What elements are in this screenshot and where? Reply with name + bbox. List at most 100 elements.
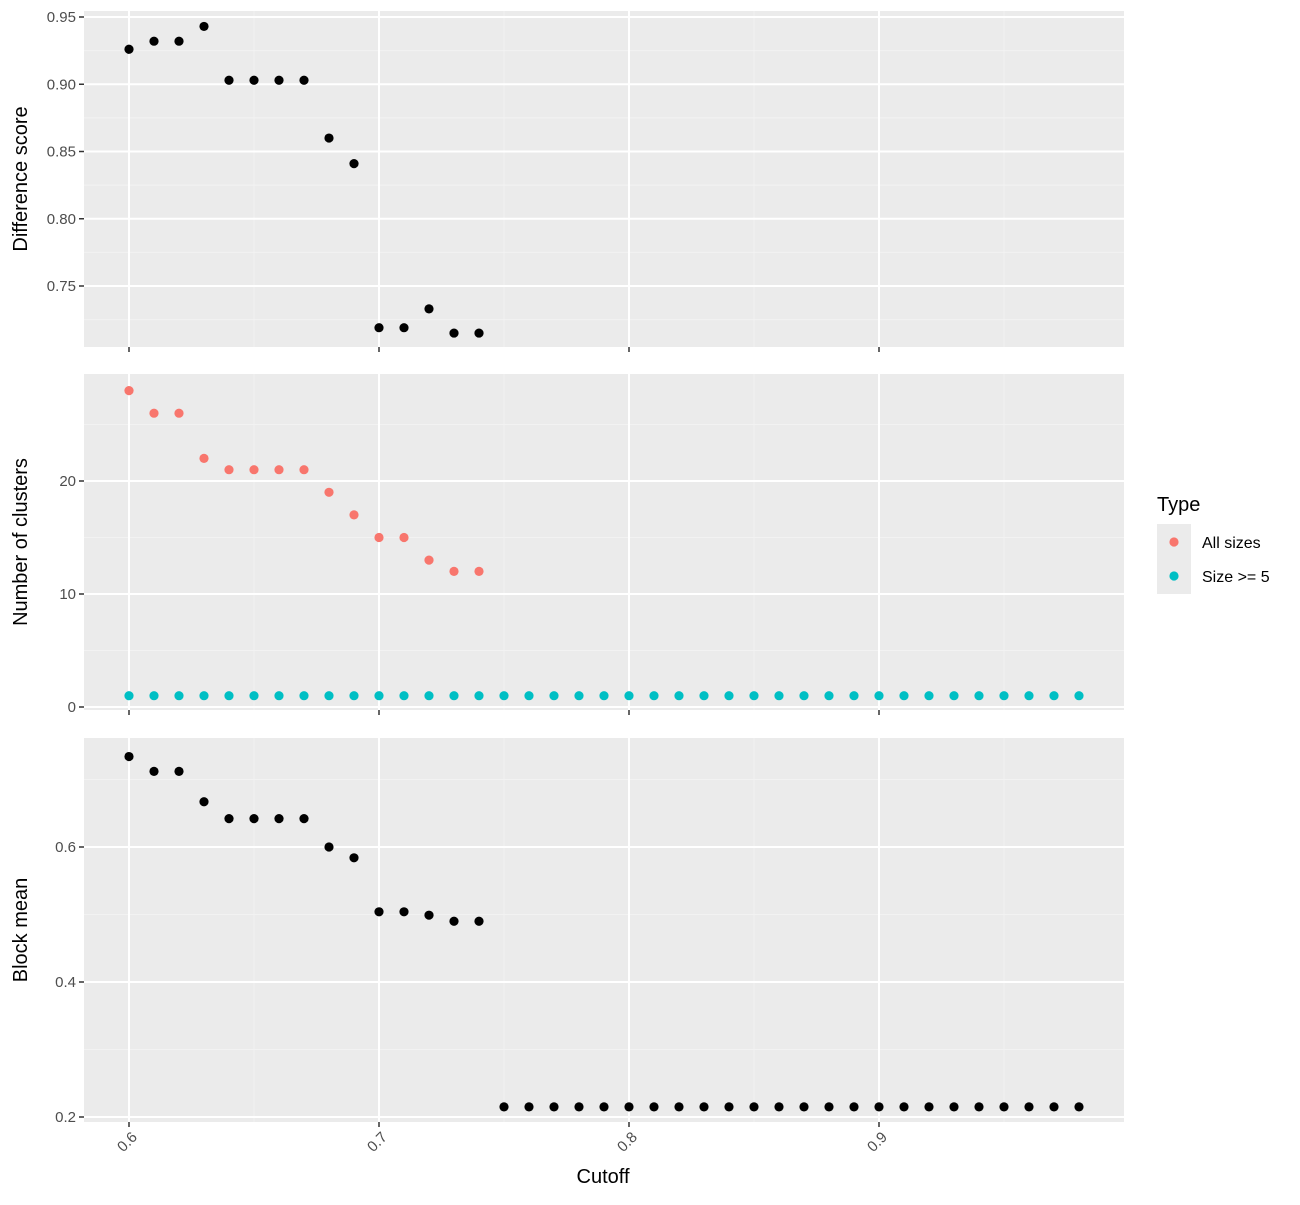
data-point — [499, 1102, 509, 1112]
data-point — [449, 691, 459, 701]
data-point — [274, 814, 284, 824]
data-point — [399, 323, 409, 333]
x-tick-label: 0.7 — [364, 1129, 391, 1156]
data-point — [699, 691, 709, 701]
data-point — [349, 510, 359, 520]
x-axis-title: Cutoff — [577, 1166, 630, 1188]
panel-background — [84, 738, 1124, 1122]
data-point — [899, 691, 909, 701]
data-point — [1024, 1102, 1034, 1112]
data-point — [749, 691, 759, 701]
data-point — [149, 408, 159, 418]
data-point — [349, 691, 359, 701]
data-point — [424, 555, 434, 565]
data-point — [349, 159, 359, 169]
data-point — [674, 1102, 684, 1112]
data-point — [374, 532, 384, 543]
data-point — [724, 1102, 734, 1112]
data-point — [149, 691, 159, 701]
data-point — [374, 323, 384, 333]
data-point — [424, 691, 434, 701]
x-tick-label: 0.9 — [864, 1129, 891, 1156]
data-point — [124, 751, 134, 762]
panels-layer: 0.75 0.80 0.85 0.90 0.95 Difference score 0 10 2… — [10, 9, 1124, 1127]
data-point — [1024, 691, 1034, 701]
data-point — [424, 910, 434, 920]
legend: Type All sizes Size >= 5 — [1157, 494, 1270, 594]
data-point — [324, 842, 334, 852]
legend-entries: All sizes Size >= 5 — [1169, 535, 1270, 586]
data-point — [599, 691, 609, 701]
legend-label: Size >= 5 — [1202, 569, 1270, 586]
data-point — [174, 408, 184, 418]
data-point — [149, 766, 159, 777]
data-point — [324, 487, 334, 497]
data-point — [224, 814, 234, 824]
data-point — [549, 1102, 559, 1112]
data-point — [1049, 691, 1059, 701]
y-tick-label: 20 — [59, 473, 76, 490]
data-point — [499, 691, 509, 701]
data-point — [774, 1102, 784, 1112]
data-point — [249, 75, 259, 85]
y-tick-label: 0.6 — [55, 839, 76, 856]
data-point — [699, 1102, 709, 1112]
data-point — [874, 691, 884, 701]
data-point — [199, 797, 209, 807]
data-point — [674, 691, 684, 701]
data-point — [449, 328, 459, 338]
data-point — [324, 133, 334, 143]
data-point — [224, 75, 234, 85]
data-point — [449, 566, 459, 577]
data-point — [799, 691, 809, 701]
data-point — [874, 1102, 884, 1112]
data-point — [299, 814, 309, 824]
data-point — [199, 691, 209, 701]
data-point — [1074, 1102, 1084, 1112]
data-point — [824, 691, 834, 701]
data-point — [624, 691, 634, 701]
legend-title: Type — [1157, 494, 1200, 516]
series-points — [124, 386, 484, 577]
legend-label: All sizes — [1202, 535, 1261, 552]
data-point — [274, 465, 284, 475]
x-tick-label: 0.8 — [614, 1129, 641, 1156]
data-point — [549, 691, 559, 701]
data-point — [749, 1102, 759, 1112]
data-point — [949, 691, 959, 701]
data-point — [299, 691, 309, 701]
data-point — [224, 465, 234, 475]
legend-key-background — [1157, 524, 1191, 594]
data-point — [274, 75, 284, 85]
data-point — [524, 691, 534, 701]
data-point — [849, 1102, 859, 1112]
data-point — [399, 907, 409, 917]
panel-background — [84, 374, 1124, 710]
data-point — [774, 691, 784, 701]
data-point — [649, 1102, 659, 1112]
y-tick-label: 0.2 — [55, 1109, 76, 1126]
data-point — [624, 1102, 634, 1112]
data-point — [474, 328, 484, 338]
data-point — [924, 1102, 934, 1112]
panel-middle: 0 10 20 Number of clusters — [10, 374, 1124, 716]
y-tick-label: 0.85 — [47, 144, 76, 161]
data-point — [574, 1102, 584, 1112]
data-point — [724, 691, 734, 701]
data-point — [299, 75, 309, 85]
data-point — [374, 691, 384, 701]
data-point — [124, 691, 134, 701]
data-point — [824, 1102, 834, 1112]
data-point — [324, 691, 334, 701]
series-points — [124, 691, 1084, 701]
y-tick-label: 0.90 — [47, 76, 76, 93]
data-point — [249, 814, 259, 824]
data-point — [574, 691, 584, 701]
y-axis-title: Block mean — [10, 878, 32, 983]
panel-top: 0.75 0.80 0.85 0.90 0.95 Difference score — [10, 9, 1124, 352]
data-point — [249, 691, 259, 701]
data-point — [474, 916, 484, 926]
x-axis: 0.6 0.7 0.8 0.9 — [114, 1129, 891, 1156]
